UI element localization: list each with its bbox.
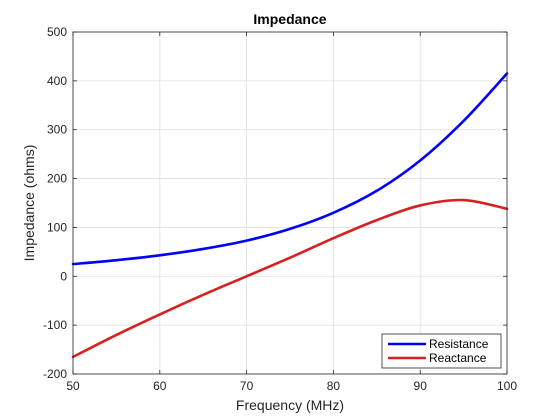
y-tick-label: 500	[47, 25, 67, 39]
legend-label-resistance: Resistance	[429, 337, 489, 351]
x-tick-label: 100	[497, 379, 517, 393]
y-tick-label: 0	[60, 269, 67, 283]
x-axis-label: Frequency (MHz)	[236, 397, 344, 413]
plot-box	[72, 31, 508, 375]
y-axis-label: Impedance (ohms)	[21, 145, 37, 262]
legend-box	[381, 333, 502, 369]
y-tick-label: 100	[47, 220, 67, 234]
x-tick-label: 60	[153, 379, 167, 393]
series-layer	[71, 72, 509, 359]
x-tick-label: 50	[66, 379, 80, 393]
series-line-resistance	[71, 72, 509, 266]
x-axis-ticks: 50 60 70 80 90 100	[66, 32, 517, 393]
y-tick-label: 200	[47, 172, 67, 186]
legend-label-reactance: Reactance	[429, 351, 487, 365]
y-tick-label: -100	[43, 318, 67, 332]
series-line-reactance	[71, 198, 509, 359]
plot-background	[73, 32, 507, 374]
y-axis-ticks: -200 -100 0 100 200 300 400 500	[43, 25, 507, 381]
chart-title: Impedance	[253, 11, 326, 27]
x-tick-label: 90	[414, 379, 428, 393]
x-tick-label: 70	[240, 379, 254, 393]
y-tick-label: 400	[47, 74, 67, 88]
x-tick-label: 80	[327, 379, 341, 393]
y-tick-label: 300	[47, 123, 67, 137]
y-tick-label: -200	[43, 367, 67, 381]
